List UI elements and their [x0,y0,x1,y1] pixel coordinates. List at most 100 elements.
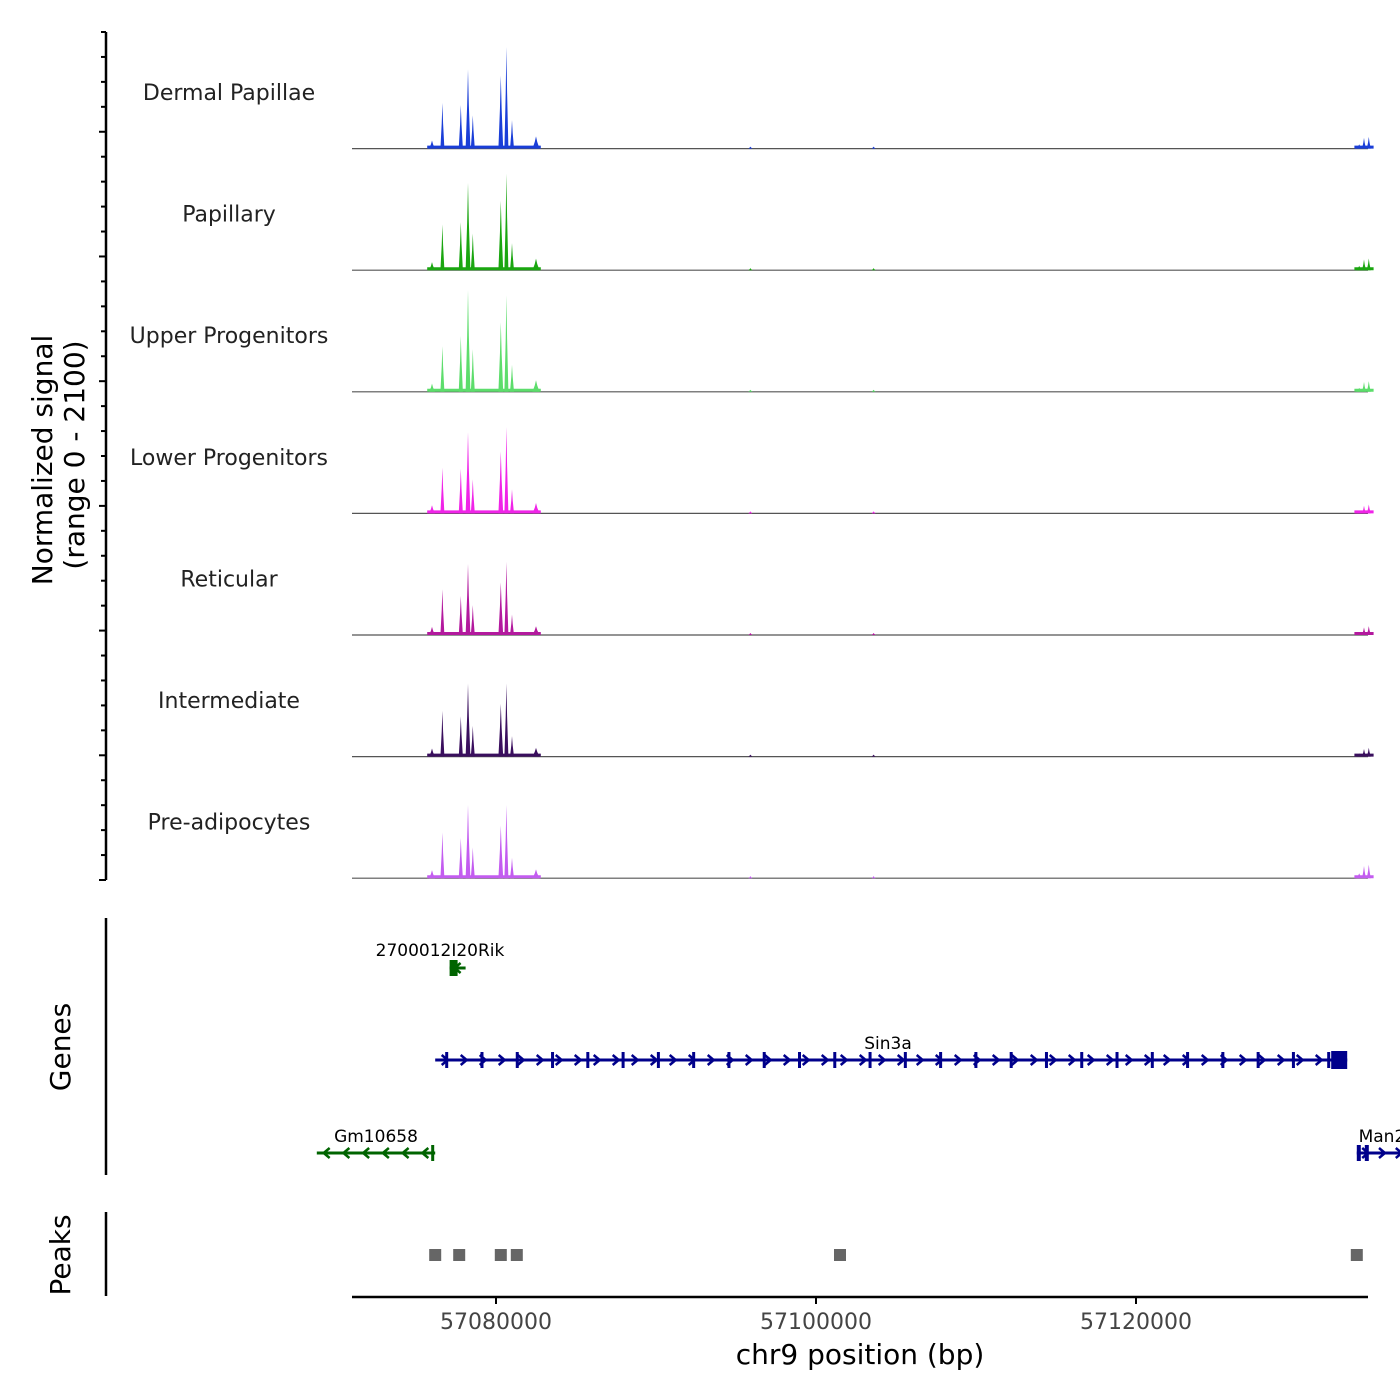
gene-exon [515,1052,519,1068]
coverage-peak [504,173,509,271]
track-papillary: Papillary [182,173,1374,271]
coverage-peak [498,703,504,757]
coverage-peak [510,364,514,392]
genes-axis-title: Genes [44,1003,77,1091]
x-tick-label: 57100000 [760,1310,872,1335]
coverage-peak [510,736,514,757]
gene-exon [1186,1052,1190,1068]
coverage-noise [427,510,1374,514]
coverage-peak [465,432,471,514]
coverage-peak [470,479,475,514]
coverage-peak [510,243,514,271]
coverage-peak [458,105,463,149]
coverage-noise [427,388,1374,392]
coverage-peak [465,683,471,757]
gene-exon [1080,1052,1084,1068]
coverage-noise [427,753,1374,757]
track-lower-progenitors: Lower Progenitors [130,427,1374,515]
coverage-noise [427,632,1374,635]
gene-exon [1364,1145,1369,1161]
peaks-panel [104,1212,1363,1296]
peak-region [429,1249,442,1261]
gene-exon [1044,1052,1048,1068]
track-label: Intermediate [158,689,300,714]
track-label: Dermal Papillae [143,81,315,106]
gene-gm10658: Gm10658 [316,1127,436,1161]
coverage-peak [458,468,463,514]
gene-exon [1356,1145,1361,1161]
coverage-peak [498,200,504,271]
track-label: Reticular [180,567,278,592]
gene-exon [480,1052,484,1068]
coverage-peak [470,115,475,149]
coverage-tracks: Dermal Papillae Papillary Upper Progenitor… [130,47,1374,879]
coverage-peak [871,146,876,149]
coverage-peak [498,75,504,149]
coverage-noise [427,875,1374,879]
coverage-peak [510,857,514,879]
coverage-peak [748,268,753,271]
gene-exon [868,1052,872,1068]
coverage-peak [498,825,504,879]
gene-exon [1256,1052,1260,1068]
gene-man2c1: Man2c1 [1356,1127,1400,1161]
gene-sin3a: Sin3a [435,1034,1348,1069]
coverage-noise [427,145,1374,149]
coverage-peak [458,716,463,757]
coverage-peak [504,805,509,879]
gene-exon [1150,1052,1154,1068]
coverage-peak [458,222,463,271]
gene-exon [1291,1052,1295,1068]
coverage-peak [470,725,475,757]
track-upper-progenitors: Upper Progenitors [130,290,1374,393]
gene-label: Gm10658 [334,1127,418,1147]
peak-region [494,1249,507,1261]
peak-region [834,1249,846,1261]
x-axis: 57080000 57100000 57120000 [352,1295,1368,1335]
coverage-peak [871,754,876,757]
gene-exon [621,1052,625,1068]
coverage-peak [470,847,475,879]
coverage-peak [465,805,471,879]
coverage-peak [458,595,463,635]
coverage-peak [748,389,753,392]
coverage-peak [504,295,509,392]
coverage-peak [1366,864,1371,879]
gene-label: Man2c1 [1359,1127,1400,1147]
coverage-peak [871,511,876,514]
coverage-peak [1362,866,1366,879]
y-axis-title: Normalized signal [26,335,59,586]
x-tick-label: 57120000 [1080,1310,1192,1335]
gene-exon [586,1052,590,1068]
coverage-peak [748,632,753,635]
coverage-peak [871,389,876,392]
coverage-peak [470,349,475,392]
gene-exon [903,1052,907,1068]
gene-exon [833,1052,837,1068]
x-axis-title: chr9 position (bp) [736,1338,985,1371]
track-pre-adipocytes: Pre-adipocytes [148,805,1374,879]
peak-region [510,1249,523,1261]
gene-exon [974,1052,978,1068]
coverage-peak [510,120,514,149]
coverage-peak [498,322,504,392]
coverage-peak [458,335,463,392]
coverage-peak [871,632,876,635]
gene-exon [449,960,458,976]
coverage-peak [748,754,753,757]
gene-exon [798,1052,801,1068]
gene-exon [1009,1052,1013,1068]
gene-exon [762,1052,766,1068]
track-label: Papillary [182,203,276,228]
coverage-peak [440,224,445,271]
gene-label: 2700012I20Rik [376,941,505,961]
coverage-peak [465,563,471,635]
coverage-noise [427,267,1374,271]
coverage-peak [504,683,509,757]
gene-exon [431,1145,435,1161]
x-tick-label: 57080000 [440,1310,552,1335]
coverage-peak [504,427,509,514]
track-label: Pre-adipocytes [148,811,311,836]
coverage-peak [532,136,540,149]
